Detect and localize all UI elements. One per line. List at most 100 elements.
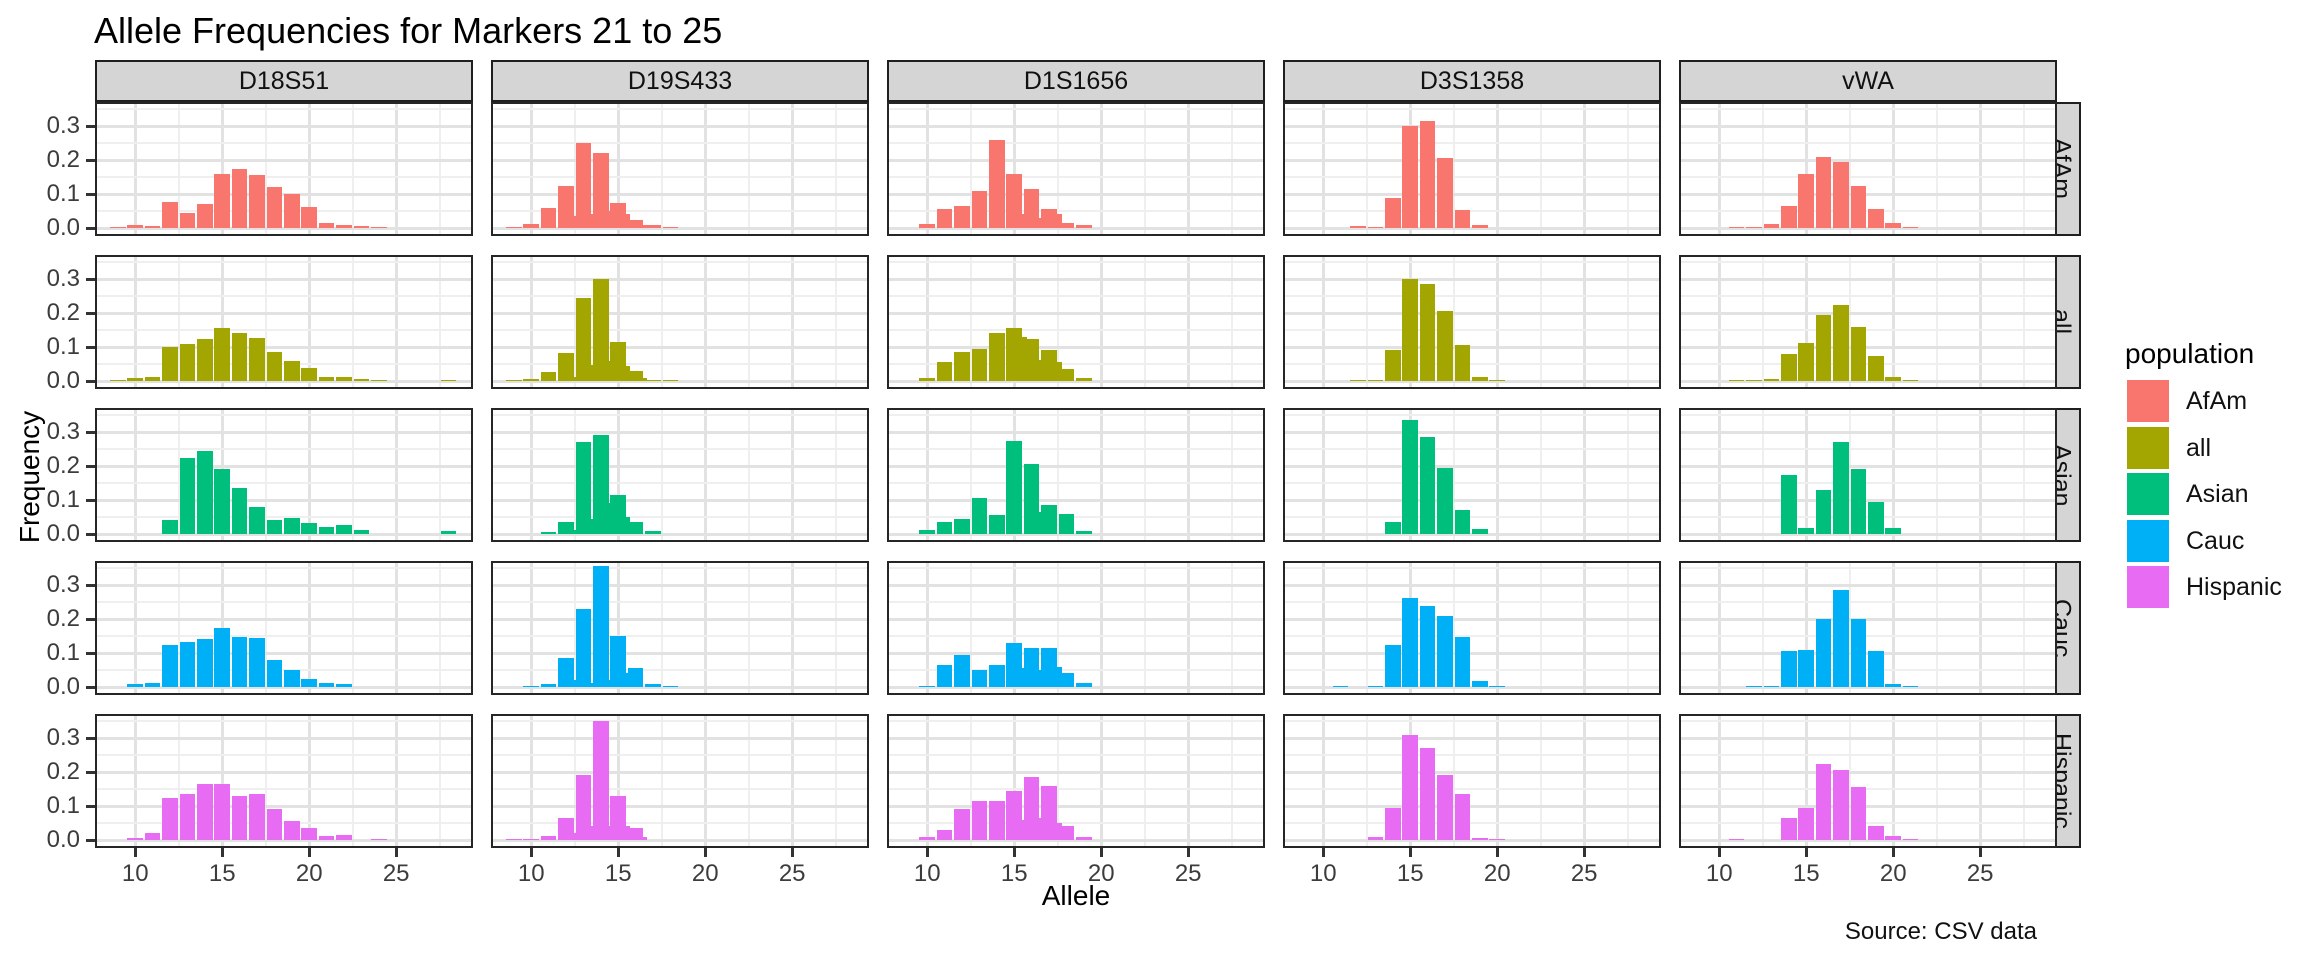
gridline-x-major [1495, 410, 1499, 540]
legend-label-all: all [2186, 433, 2212, 462]
plot-area [1681, 257, 2055, 387]
gridline-y-major [889, 685, 1263, 689]
gridline-x-major [1978, 563, 1982, 693]
gridline-y-minor [889, 176, 1263, 178]
facet-panel-D1S1656-Hispanic [887, 714, 1265, 848]
gridline-y-minor [97, 516, 471, 518]
bar-vWA-Cauc-15 [1798, 649, 1815, 687]
legend-key-AfAm [2127, 380, 2169, 422]
gridline-x-minor [1848, 716, 1851, 846]
gridline-y-minor [889, 516, 1263, 518]
gridline-y-minor [493, 482, 867, 484]
gridline-y-major [1681, 379, 2055, 383]
gridline-x-minor [969, 410, 972, 540]
gridline-x-major [1717, 716, 1721, 846]
bar-D1S1656-Asian-16.3 [1029, 511, 1045, 534]
bar-D1S1656-all-13 [971, 348, 988, 381]
y-tick-label: 0.1 [46, 333, 80, 360]
gridline-y-minor [493, 363, 867, 365]
gridline-x-minor [1935, 563, 1938, 693]
gridline-y-major [493, 430, 867, 434]
gridline-y-major [1681, 736, 2055, 740]
facet-panel-D18S51-AfAm [95, 102, 473, 236]
bar-D18S51-Hispanic-10 [127, 838, 144, 840]
gridline-x-minor [660, 563, 663, 693]
x-tick-mark [1099, 848, 1103, 857]
bar-D1S1656-Cauc-15.3 [1011, 668, 1028, 687]
bar-vWA-Hispanic-17 [1833, 770, 1849, 840]
bar-D19S433-AfAm-9 [506, 226, 522, 228]
gridline-y-minor [493, 754, 867, 756]
gridline-x-minor [1143, 257, 1146, 387]
gridline-y-minor [1285, 414, 1659, 416]
bar-D1S1656-AfAm-12 [954, 205, 970, 228]
bar-D1S1656-all-19 [1076, 378, 1092, 381]
bar-D19S433-all-13.2 [579, 364, 595, 381]
gridline-y-minor [889, 482, 1263, 484]
gridline-y-minor [1285, 822, 1659, 824]
gridline-x-major [1099, 563, 1103, 693]
gridline-x-minor [660, 257, 663, 387]
gridline-x-minor [1539, 410, 1542, 540]
gridline-y-major [1681, 770, 2055, 774]
y-tick-mark [86, 226, 95, 230]
gridline-x-minor [969, 716, 972, 846]
gridline-y-major [493, 379, 867, 383]
bar-vWA-all-12 [1746, 379, 1762, 381]
bar-D18S51-Hispanic-17 [249, 794, 265, 840]
gridline-x-minor [1539, 716, 1542, 846]
gridline-x-major [1582, 716, 1586, 846]
y-tick-mark [86, 685, 95, 689]
bar-D1S1656-AfAm-15.3 [1011, 214, 1028, 228]
bar-D3S1358-Asian-14 [1385, 522, 1401, 534]
gridline-x-minor [1935, 104, 1938, 234]
gridline-x-minor [1365, 410, 1368, 540]
gridline-y-minor [889, 363, 1263, 365]
bar-vWA-Cauc-18 [1850, 619, 1867, 687]
bar-D18S51-Asian-15 [214, 469, 231, 534]
gridline-x-major [1978, 257, 1982, 387]
bar-D18S51-Cauc-22 [336, 683, 352, 687]
gridline-x-major [529, 410, 533, 540]
gridline-y-major [493, 226, 867, 230]
gridline-y-major [889, 277, 1263, 281]
chart-title: Allele Frequencies for Markers 21 to 25 [94, 10, 723, 51]
gridline-y-minor [1681, 482, 2055, 484]
gridline-x-major [1495, 563, 1499, 693]
y-tick-mark [86, 583, 95, 587]
gridline-y-major [97, 685, 471, 689]
gridline-x-minor [834, 716, 837, 846]
gridline-y-major [493, 736, 867, 740]
bar-D19S433-Hispanic-9 [506, 838, 522, 840]
gridline-x-major [790, 716, 794, 846]
gridline-x-major [1186, 104, 1190, 234]
plot-area [889, 257, 1263, 387]
gridline-x-minor [1935, 716, 1938, 846]
x-tick-label: 20 [691, 860, 719, 887]
bar-D18S51-AfAm-14 [197, 204, 213, 228]
gridline-x-major [790, 104, 794, 234]
bar-D18S51-AfAm-16 [231, 168, 248, 228]
gridline-x-minor [1848, 410, 1851, 540]
gridline-y-major [1285, 532, 1659, 536]
gridline-y-major [1285, 379, 1659, 383]
bar-D1S1656-Asian-12 [954, 518, 970, 534]
y-tick-label: 0.1 [46, 639, 80, 666]
bar-D18S51-Asian-23 [353, 529, 370, 534]
gridline-x-minor [1761, 563, 1764, 693]
gridline-x-minor [1539, 257, 1542, 387]
plot-area [889, 410, 1263, 540]
gridline-y-major [97, 277, 471, 281]
gridline-x-major [1099, 104, 1103, 234]
bar-D18S51-all-19 [284, 360, 300, 381]
gridline-y-minor [1285, 363, 1659, 365]
gridline-x-major [790, 410, 794, 540]
gridline-y-major [1285, 685, 1659, 689]
gridline-x-minor [834, 104, 837, 234]
gridline-y-major [97, 379, 471, 383]
gridline-y-minor [1285, 482, 1659, 484]
x-tick-mark [790, 848, 794, 857]
bar-D3S1358-Hispanic-17 [1437, 775, 1453, 840]
bar-D3S1358-AfAm-18 [1454, 209, 1471, 228]
gridline-y-major [889, 617, 1263, 621]
